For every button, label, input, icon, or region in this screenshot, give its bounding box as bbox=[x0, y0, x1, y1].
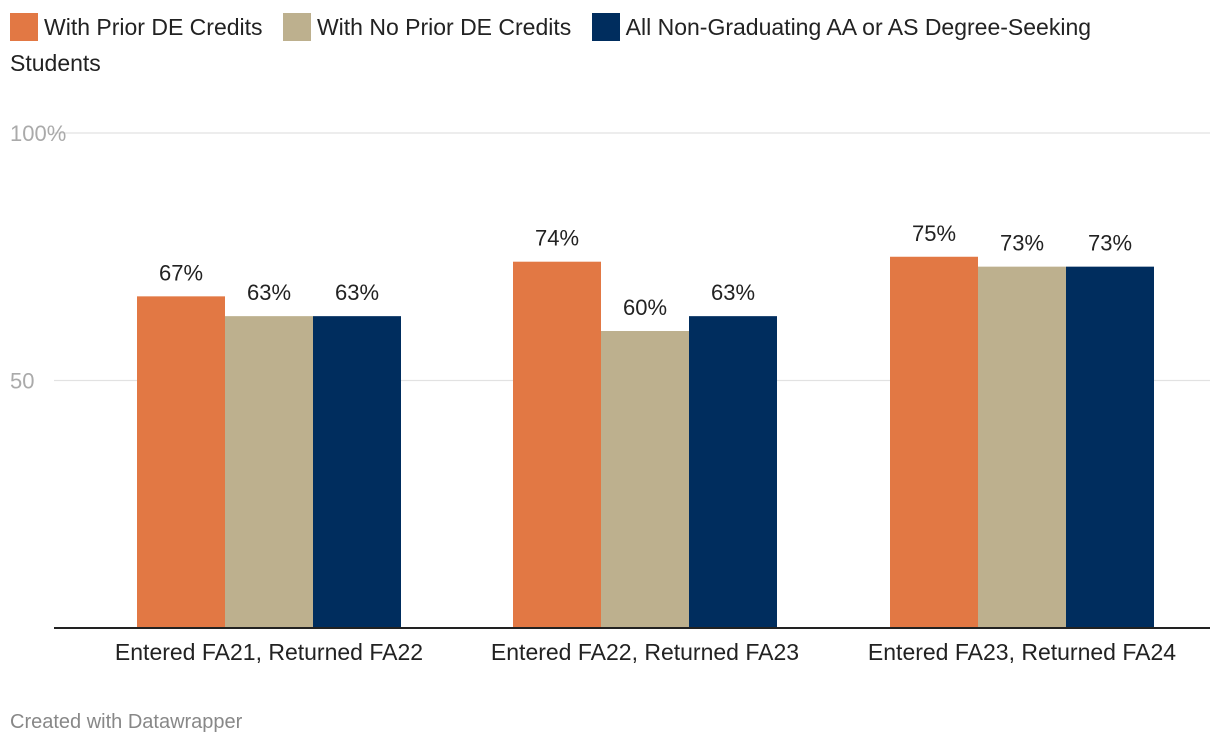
data-label-series1-group3: 75% bbox=[912, 221, 956, 246]
y-tick-label-50: 50 bbox=[10, 369, 34, 394]
data-label-series2-group1: 63% bbox=[247, 280, 291, 305]
data-label-series3-group2: 63% bbox=[711, 280, 755, 305]
chart-legend: With Prior DE Credits With No Prior DE C… bbox=[10, 9, 1160, 81]
bar-series3-group2 bbox=[689, 316, 777, 628]
legend-item-prior-de: With Prior DE Credits bbox=[10, 13, 263, 41]
legend-label-prior-de: With Prior DE Credits bbox=[44, 14, 263, 40]
y-tick-label-100: 100% bbox=[10, 121, 66, 146]
x-axis-category-label-3: Entered FA23, Returned FA24 bbox=[868, 639, 1176, 665]
bar-series1-group3 bbox=[890, 256, 978, 628]
data-label-series2-group2: 60% bbox=[623, 295, 667, 320]
bar-series3-group1 bbox=[313, 316, 401, 628]
legend-swatch-no-prior-de bbox=[282, 13, 311, 41]
legend-item-all-students: All Non-Graduating AA or AS Degree-Seeki… bbox=[10, 13, 1092, 76]
data-label-series3-group3: 73% bbox=[1088, 231, 1132, 256]
bar-series3-group3 bbox=[1066, 266, 1154, 628]
x-axis-category-label-2: Entered FA22, Returned FA23 bbox=[491, 639, 799, 665]
bar-series2-group3 bbox=[978, 266, 1066, 628]
bar-series2-group2 bbox=[601, 331, 689, 628]
legend-item-no-prior-de: With No Prior DE Credits bbox=[282, 13, 572, 41]
legend-swatch-prior-de bbox=[10, 13, 38, 41]
datawrapper-credit: Created with Datawrapper bbox=[10, 711, 243, 733]
data-label-series1-group2: 74% bbox=[535, 226, 579, 251]
data-label-series3-group1: 63% bbox=[335, 280, 379, 305]
x-axis-category-label-1: Entered FA21, Returned FA22 bbox=[115, 639, 423, 665]
legend-label-all-students: All Non-Graduating AA or AS Degree-Seeki… bbox=[10, 14, 1092, 76]
legend-swatch-all-students bbox=[591, 13, 620, 41]
bar-series2-group1 bbox=[225, 316, 313, 628]
bar-chart: 50 100% 67% 63% 63% Entered FA21, Returned FA… bbox=[10, 121, 1210, 665]
bar-series1-group1 bbox=[137, 296, 225, 628]
legend-label-no-prior-de: With No Prior DE Credits bbox=[316, 14, 572, 40]
data-label-series2-group3: 73% bbox=[1000, 231, 1044, 256]
bar-series1-group2 bbox=[513, 261, 601, 628]
data-label-series1-group1: 67% bbox=[159, 260, 203, 285]
